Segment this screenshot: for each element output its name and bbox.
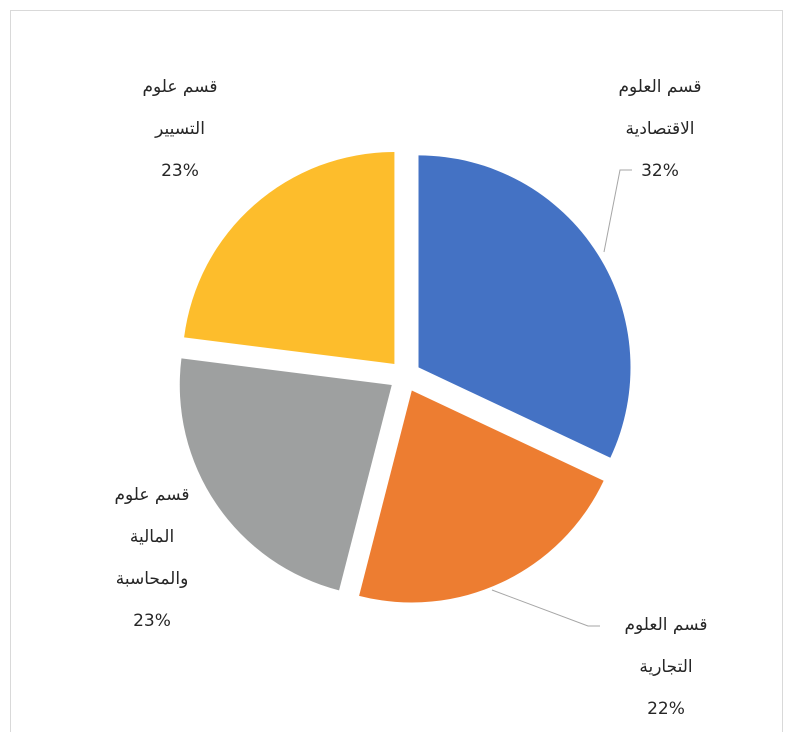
pie-slice <box>184 151 395 364</box>
chart-frame <box>10 10 783 732</box>
pie-slice <box>359 390 604 603</box>
value-label: 23% <box>133 611 171 631</box>
slice-label: قسم العلوم التجارية 22% <box>610 604 722 730</box>
leader-line <box>491 589 600 627</box>
pie-slice <box>418 155 631 458</box>
value-label: 22% <box>647 699 685 719</box>
leader-line <box>603 169 632 253</box>
value-label: 23% <box>161 161 199 181</box>
category-label: قسم العلوم الاقتصادية <box>618 77 702 139</box>
value-label: 32% <box>641 161 679 181</box>
category-label: قسم علوم التسيير <box>142 77 218 139</box>
category-label: قسم علوم المالية والمحاسبة <box>114 485 190 589</box>
slice-label: قسم علوم المالية والمحاسبة 23% <box>96 474 208 642</box>
pie-slice <box>179 358 392 591</box>
slice-label: قسم علوم التسيير 23% <box>124 66 236 192</box>
category-label: قسم العلوم التجارية <box>624 615 708 677</box>
slice-label: قسم العلوم الاقتصادية 32% <box>604 66 716 192</box>
